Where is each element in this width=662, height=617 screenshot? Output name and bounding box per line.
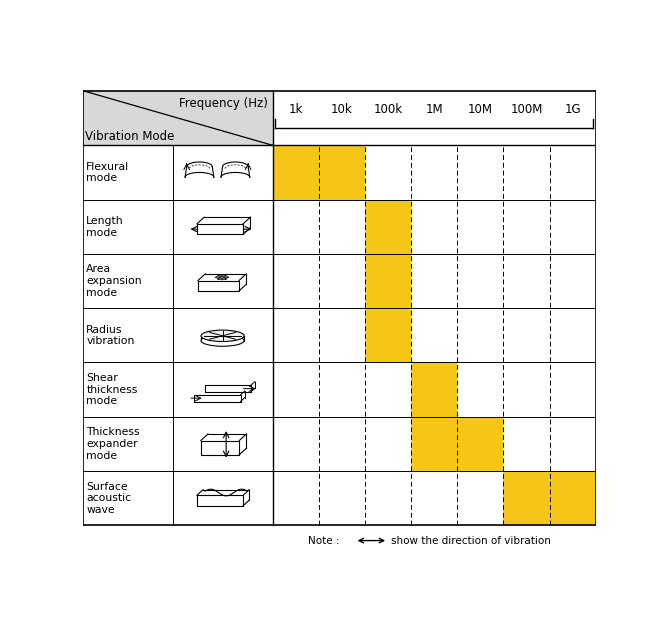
Ellipse shape: [201, 335, 244, 346]
Bar: [411, 417, 504, 471]
Ellipse shape: [201, 330, 244, 342]
Text: Surface
acoustic
wave: Surface acoustic wave: [86, 482, 132, 515]
Text: 100k: 100k: [373, 103, 402, 116]
Bar: [411, 363, 457, 417]
Text: 1k: 1k: [289, 103, 303, 116]
Text: Shear
thickness
mode: Shear thickness mode: [86, 373, 138, 406]
Text: Area
expansion
mode: Area expansion mode: [86, 265, 142, 297]
Bar: [365, 200, 411, 254]
Text: Radius
vibration: Radius vibration: [86, 325, 134, 346]
Bar: [504, 471, 596, 526]
Bar: [365, 308, 411, 363]
Bar: [83, 91, 273, 146]
Text: 1G: 1G: [565, 103, 581, 116]
Text: 100M: 100M: [510, 103, 543, 116]
Bar: [201, 441, 239, 455]
Text: 10M: 10M: [468, 103, 493, 116]
Text: Length
mode: Length mode: [86, 216, 124, 238]
Bar: [205, 386, 251, 392]
Text: Frequency (Hz): Frequency (Hz): [179, 97, 267, 110]
Text: Thickness
expander
mode: Thickness expander mode: [86, 428, 140, 460]
Text: Flexural
mode: Flexural mode: [86, 162, 130, 183]
Text: show the direction of vibration: show the direction of vibration: [391, 536, 551, 545]
Text: 10k: 10k: [331, 103, 353, 116]
Text: 1M: 1M: [426, 103, 443, 116]
Text: Vibration Mode: Vibration Mode: [85, 130, 175, 143]
Bar: [365, 254, 411, 308]
Bar: [195, 395, 240, 402]
Bar: [197, 224, 243, 234]
Bar: [197, 495, 243, 506]
Bar: [198, 281, 239, 291]
Text: Note :: Note :: [308, 536, 340, 545]
Bar: [273, 146, 365, 200]
